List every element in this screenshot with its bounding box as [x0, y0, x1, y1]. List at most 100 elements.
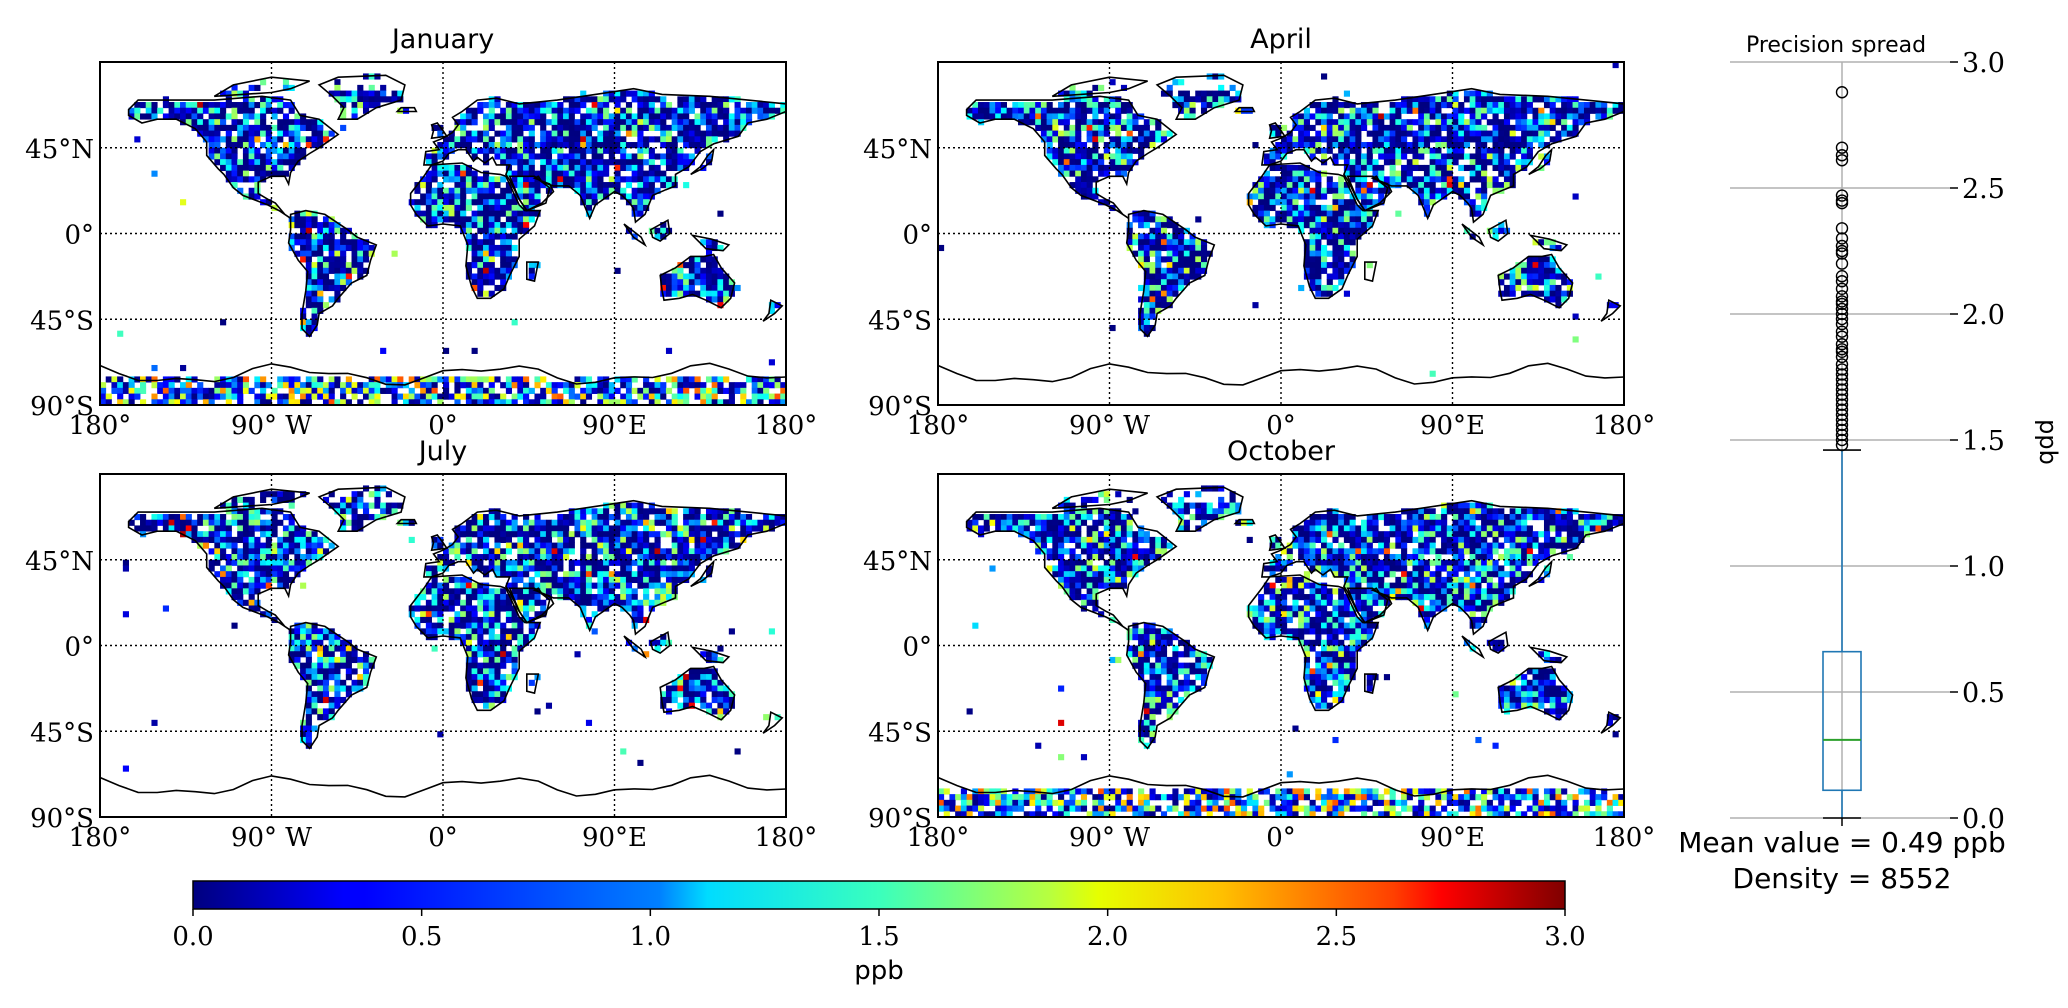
map-cell	[597, 387, 604, 394]
map-cell	[591, 387, 598, 394]
map-cell	[1166, 84, 1173, 91]
map-cell	[711, 542, 718, 549]
map-cell	[614, 531, 621, 538]
map-cell	[705, 387, 713, 394]
map-cell	[500, 176, 507, 183]
map-cell	[1578, 107, 1585, 114]
map-cell	[448, 599, 455, 606]
map-cell	[242, 565, 250, 572]
map-cell	[1160, 130, 1168, 137]
map-cell	[1418, 176, 1425, 183]
map-cell	[1503, 182, 1511, 189]
map-cell	[545, 387, 553, 394]
map-cell	[300, 233, 307, 240]
map-cell	[242, 376, 250, 383]
map-cell	[294, 142, 301, 149]
map-cell	[1326, 119, 1333, 126]
map-cell	[517, 102, 524, 109]
map-cell	[1549, 256, 1556, 263]
map-cell	[1429, 164, 1436, 172]
map-cell	[1418, 119, 1425, 126]
map-cell	[1195, 216, 1202, 223]
map-cell	[517, 594, 524, 601]
map-cell	[1143, 210, 1150, 217]
map-cell	[665, 124, 673, 131]
map-cell	[603, 130, 610, 137]
map-cell	[534, 554, 541, 561]
map-cell	[248, 519, 255, 526]
map-cell	[448, 588, 455, 595]
map-cell	[1498, 107, 1505, 114]
map-cell	[260, 79, 267, 86]
map-cell	[317, 382, 324, 389]
map-cell	[1321, 130, 1328, 137]
map-cell	[448, 142, 455, 149]
map-cell	[534, 542, 541, 549]
map-cell	[340, 662, 347, 669]
map-cell	[585, 622, 593, 629]
map-cell	[545, 571, 553, 578]
map-cell	[465, 639, 472, 646]
map-cell	[660, 519, 667, 526]
map-cell	[1120, 142, 1128, 149]
map-cell	[1526, 124, 1533, 131]
map-cell	[654, 559, 661, 566]
map-cell	[1281, 142, 1288, 149]
map-cell	[1058, 130, 1065, 137]
map-cell	[225, 136, 232, 143]
map-cell	[231, 508, 238, 515]
map-cell	[242, 170, 250, 177]
map-cell	[1343, 227, 1350, 234]
map-cell	[471, 525, 478, 532]
map-cell	[1492, 153, 1499, 160]
map-cell	[477, 187, 484, 194]
map-cell	[494, 616, 501, 624]
map-cell	[465, 674, 472, 681]
map-cell	[288, 102, 295, 109]
map-cell	[483, 588, 490, 595]
map-cell	[431, 565, 438, 572]
map-cell	[637, 164, 644, 172]
map-cell	[443, 204, 450, 212]
map-cell	[580, 376, 587, 383]
map-cell	[625, 387, 633, 394]
map-cell	[1183, 279, 1190, 286]
map-cell	[677, 399, 684, 406]
map-cells	[100, 73, 787, 406]
map-cell	[1189, 267, 1196, 274]
map-cell	[683, 262, 690, 269]
map-cell	[500, 233, 507, 240]
map-cell	[237, 599, 244, 606]
map-cell	[197, 119, 204, 126]
map-cell	[683, 113, 690, 120]
map-cell	[1338, 250, 1345, 257]
map-cell	[500, 262, 507, 269]
map-cell	[248, 159, 255, 166]
map-cell	[465, 107, 472, 114]
map-cell	[545, 554, 553, 561]
map-cell	[454, 199, 461, 206]
map-cell	[168, 382, 175, 389]
map-cell	[1075, 176, 1082, 183]
map-cell	[1298, 284, 1305, 292]
map-cell	[523, 147, 530, 154]
map-cell	[242, 514, 250, 521]
map-cell	[225, 554, 232, 561]
map-cell	[1441, 96, 1448, 103]
map-cell	[711, 284, 718, 292]
map-cell	[500, 210, 507, 217]
map-cell	[494, 130, 501, 137]
map-cell	[1452, 159, 1459, 166]
map-cell	[734, 514, 741, 521]
map-cell	[1166, 262, 1173, 269]
map-cell	[1343, 239, 1350, 246]
map-cell	[717, 124, 724, 131]
map-cell	[1435, 159, 1442, 166]
map-cell	[677, 382, 684, 389]
map-cell	[494, 222, 501, 229]
map-cell	[311, 233, 318, 240]
map-cell	[603, 554, 610, 561]
map-cell	[180, 382, 187, 389]
map-cell	[654, 594, 661, 601]
map-cell	[534, 565, 541, 572]
